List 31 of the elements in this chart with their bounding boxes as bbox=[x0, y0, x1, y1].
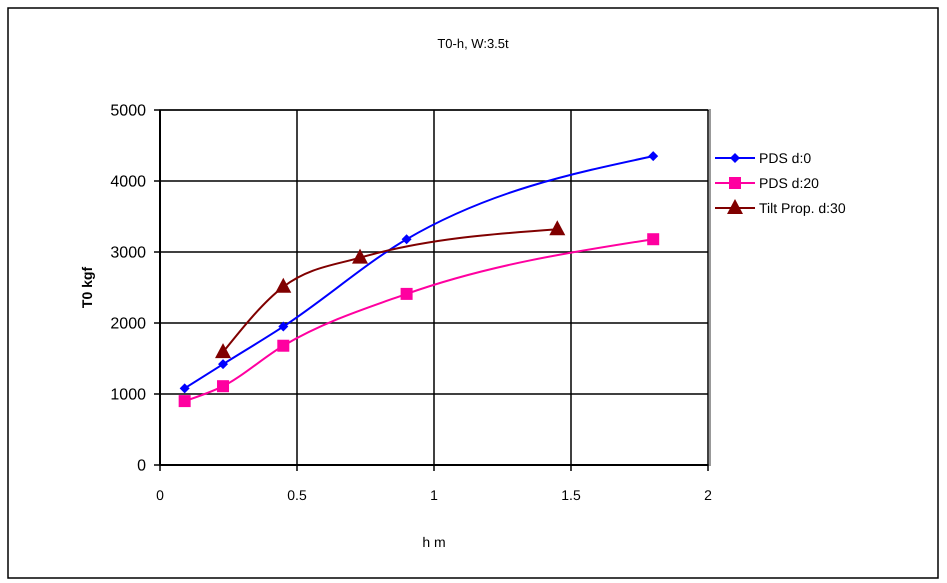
y-tick-label: 1000 bbox=[110, 386, 146, 404]
point bbox=[275, 278, 292, 293]
point bbox=[647, 233, 660, 246]
y-tick-label: 0 bbox=[137, 458, 146, 475]
x-axis-title: h m bbox=[422, 534, 446, 550]
point bbox=[215, 343, 232, 358]
point bbox=[400, 288, 413, 300]
point bbox=[278, 322, 288, 332]
y-axis-title: T0 kgf bbox=[79, 266, 95, 308]
point bbox=[402, 234, 412, 244]
x-tick-label: 0 bbox=[156, 487, 164, 503]
y-tick-label: 4000 bbox=[110, 174, 146, 191]
point bbox=[178, 395, 191, 408]
legend-label: Tilt Prop. d:30 bbox=[759, 200, 846, 216]
chart-title: T0-h, W:3.5t bbox=[437, 36, 510, 51]
x-tick-label: 2 bbox=[704, 487, 712, 503]
point bbox=[217, 380, 230, 392]
y-tick-label: 3000 bbox=[110, 244, 146, 262]
x-tick-label: 0.5 bbox=[287, 487, 307, 503]
legend-label: PDS d:0 bbox=[759, 150, 812, 166]
y-tick-label: 5000 bbox=[110, 102, 146, 120]
x-tick-label: 1.5 bbox=[561, 487, 581, 503]
point bbox=[549, 220, 566, 236]
point bbox=[352, 248, 368, 264]
legend-label: PDS d:20 bbox=[759, 174, 820, 191]
x-tick-label: 1 bbox=[430, 487, 438, 503]
point bbox=[218, 359, 228, 370]
point bbox=[277, 340, 290, 352]
point bbox=[180, 383, 190, 394]
point bbox=[648, 151, 658, 162]
y-tick-label: 2000 bbox=[110, 316, 146, 333]
